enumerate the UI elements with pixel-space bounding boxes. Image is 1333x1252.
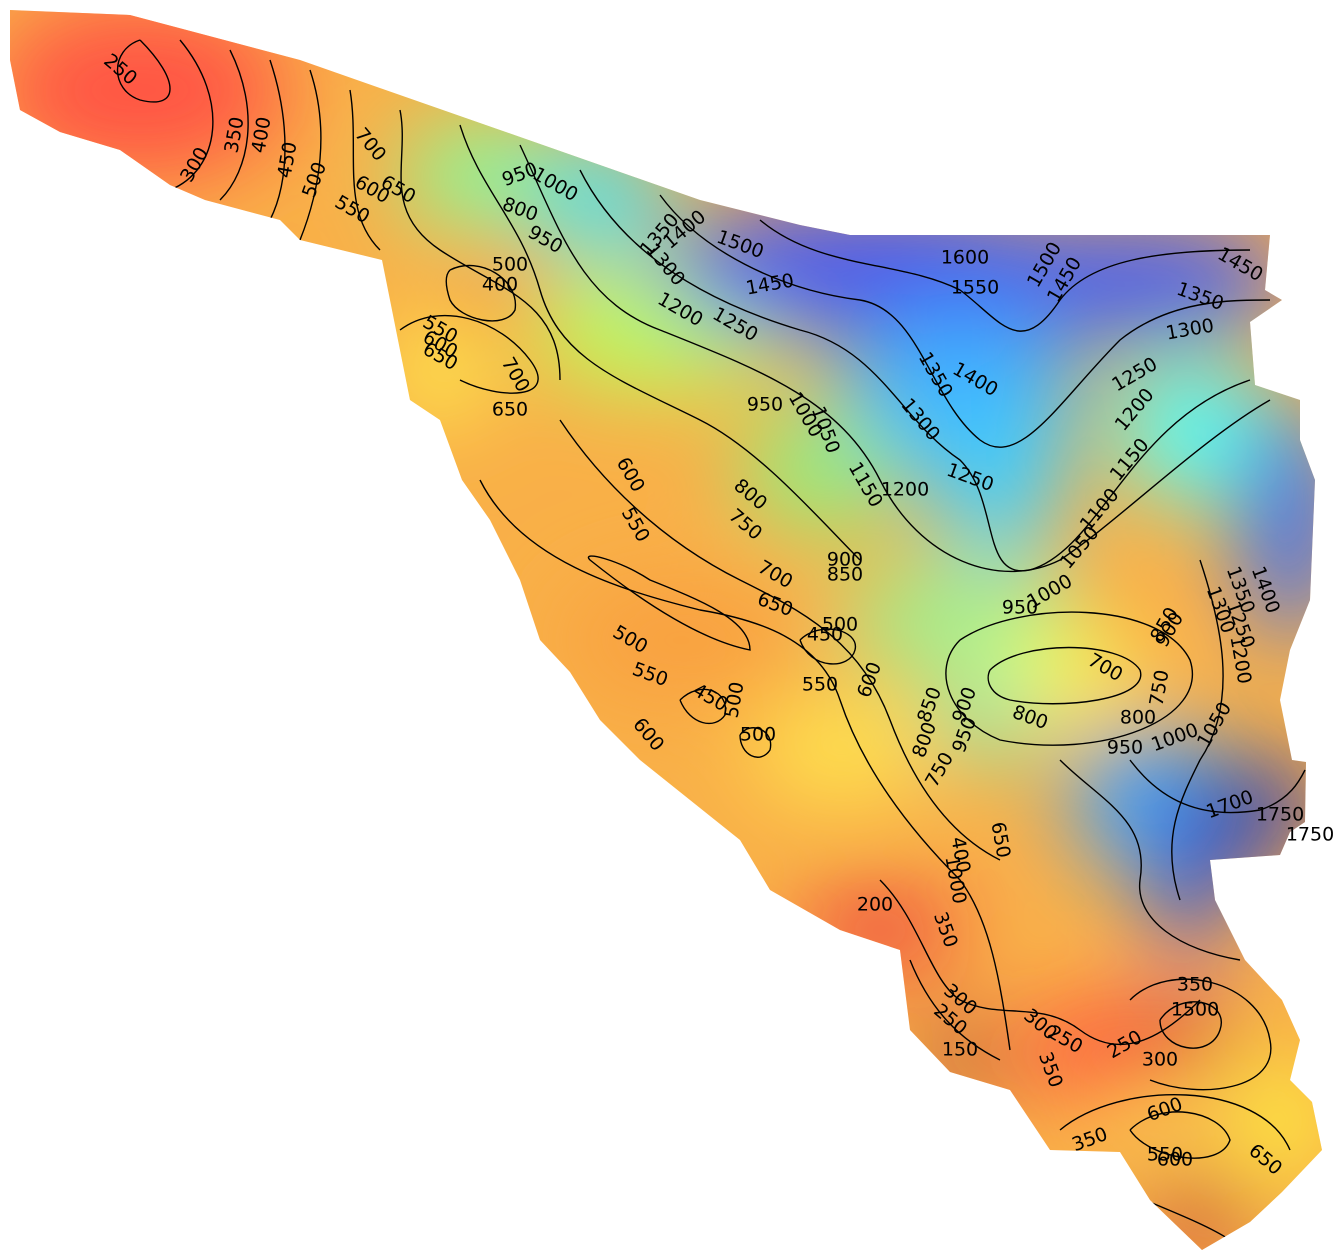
contour-label: 650 [492,399,528,421]
contour-label: 1200 [881,479,929,501]
contour-label: 1550 [951,277,999,299]
contour-label: 400 [482,274,518,296]
contour-label: 150 [942,1039,978,1061]
contour-label: 550 [802,674,838,696]
contour-label: 950 [747,394,783,416]
contour-label: 600 [1157,1149,1193,1171]
contour-label: 550 [1147,1144,1183,1166]
contour-lines [116,39,1306,1241]
contour-label: 1750 [1256,804,1304,826]
contour-label: 500 [822,614,858,636]
contour-label: 950 [1002,597,1038,619]
contour-label: 900 [827,549,863,571]
contour-label: 800 [1120,707,1156,729]
contour-label: 1500 [1171,999,1219,1021]
contour-label: 300 [1142,1049,1178,1071]
contour-label: 1600 [941,247,989,269]
contour-label: 200 [857,894,893,916]
contour-label: 850 [827,564,863,586]
contour-label: 950 [1107,737,1143,759]
contour-label: 450 [807,624,843,646]
contour-label: 500 [492,254,528,276]
contour-label: 1750 [1286,824,1333,846]
contour-label: 350 [1177,974,1213,996]
contour-label: 500 [740,724,776,746]
